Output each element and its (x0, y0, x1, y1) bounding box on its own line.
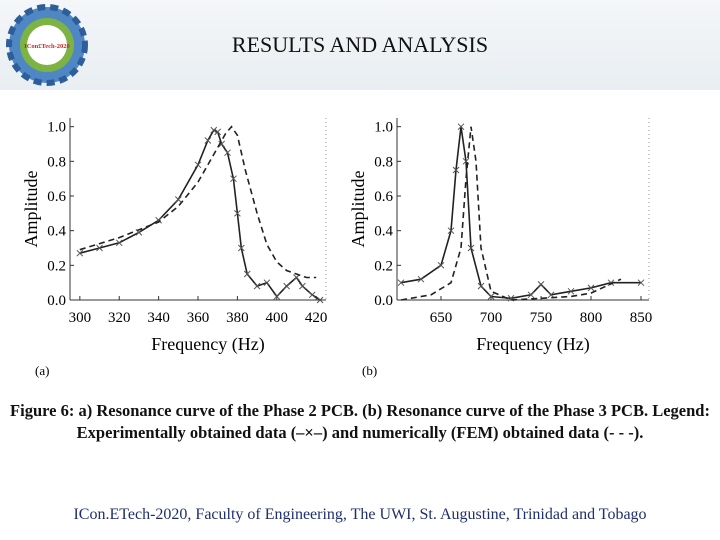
x-tick-label: 750 (530, 310, 553, 326)
data-marker (76, 249, 84, 257)
footer: ICon.ETech-2020, Faculty of Engineering,… (73, 506, 647, 523)
data-marker (447, 227, 455, 235)
data-marker (457, 123, 465, 131)
x-tick-label: 420 (305, 310, 328, 326)
data-marker (263, 279, 271, 287)
charts: 0.0 0.2 0.4 0.6 0.8 1.0 300 320 340 360 380 400 420 F… (21, 118, 653, 378)
data-marker (243, 270, 251, 278)
series-line (400, 126, 622, 301)
logo-center (27, 25, 67, 65)
data-marker (637, 279, 645, 287)
data-marker (237, 244, 245, 252)
x-tick-label: 320 (108, 310, 131, 326)
data-marker (230, 175, 237, 183)
y-tick-label: 0.8 (374, 154, 393, 170)
data-marker (218, 140, 225, 148)
y-tick-label: 1.0 (374, 120, 393, 136)
series-line (400, 126, 641, 300)
slide-title: RESULTS AND ANALYSIS (231, 32, 489, 57)
data-marker (214, 128, 222, 136)
y-tick-label: 0.6 (374, 189, 393, 205)
y-tick-label: 0.0 (374, 293, 393, 309)
data-marker (299, 282, 306, 290)
x-tick-label: 300 (69, 310, 92, 326)
panel-label: (a) (35, 363, 49, 378)
y-axis-label: Amplitude (21, 170, 41, 247)
data-marker (210, 126, 218, 134)
data-marker (316, 296, 324, 304)
x-tick-label: 380 (226, 310, 249, 326)
data-marker (96, 244, 103, 252)
data-marker (437, 261, 445, 269)
x-tick-label: 650 (430, 310, 453, 326)
data-marker (194, 161, 202, 169)
y-tick-label: 0.8 (47, 154, 66, 170)
y-tick-label: 0.4 (47, 224, 66, 240)
logo-text: ICon£Tech-2020 (24, 43, 70, 50)
data-marker (224, 149, 231, 157)
x-tick-label: 850 (630, 310, 653, 326)
y-tick-label: 0.4 (374, 224, 393, 240)
data-marker (567, 287, 575, 295)
data-marker (253, 282, 261, 290)
logo: ICon£Tech-2020 (6, 4, 88, 86)
header-band (0, 0, 720, 90)
data-marker (527, 291, 535, 299)
y-axis-label: Amplitude (348, 170, 368, 247)
data-marker (417, 275, 425, 283)
x-axis-label: Frequency (Hz) (151, 334, 264, 355)
x-tick-label: 360 (187, 310, 210, 326)
series-line (79, 125, 317, 279)
data-marker (174, 196, 182, 203)
data-marker (115, 239, 123, 247)
x-tick-label: 400 (266, 310, 289, 326)
x-axis-label: Frequency (Hz) (476, 334, 589, 355)
figure-caption: Figure 6: a) Resonance curve of the Phas… (10, 401, 710, 442)
y-tick-label: 0.2 (374, 258, 393, 274)
data-marker (467, 244, 475, 252)
panel-label: (b) (362, 363, 377, 378)
data-marker (283, 282, 290, 290)
data-marker (308, 291, 316, 299)
x-tick-label: 700 (480, 310, 503, 326)
data-marker (452, 166, 460, 174)
data-marker (204, 137, 212, 144)
y-tick-label: 1.0 (47, 120, 66, 136)
data-marker (487, 293, 495, 300)
data-marker (587, 284, 595, 292)
data-marker (607, 279, 615, 287)
data-marker (234, 209, 241, 217)
data-marker (537, 281, 545, 288)
series-line (79, 129, 321, 301)
y-tick-label: 0.0 (47, 293, 66, 309)
data-marker (273, 293, 281, 300)
y-tick-label: 0.6 (47, 189, 66, 205)
y-tick-label: 0.2 (47, 258, 66, 274)
x-tick-label: 340 (147, 310, 170, 326)
data-marker (397, 279, 405, 287)
data-marker (477, 282, 485, 290)
x-tick-label: 800 (580, 310, 603, 326)
